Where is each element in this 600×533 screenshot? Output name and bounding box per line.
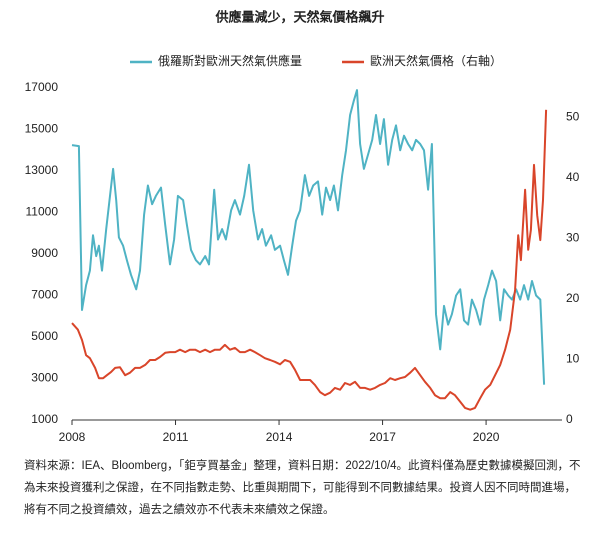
x-tick-label: 2011 — [163, 430, 189, 444]
y-tick-label: 5000 — [31, 329, 58, 343]
chart-title: 供應量減少，天然氣價格飆升 — [214, 9, 384, 24]
y2-tick-label: 20 — [566, 291, 580, 305]
y-tick-label: 1000 — [31, 412, 58, 426]
series-line — [71, 109, 548, 411]
x-tick-label: 2008 — [59, 430, 86, 444]
y2-tick-label: 0 — [566, 412, 573, 426]
x-tick-label: 2020 — [473, 430, 500, 444]
y-tick-label: 11000 — [26, 205, 59, 219]
legend-label: 俄羅斯對歐洲天然氣供應量 — [158, 53, 302, 68]
y2-tick-label: 30 — [566, 230, 580, 244]
y-tick-label: 15000 — [25, 122, 59, 136]
y-tick-label: 3000 — [31, 371, 58, 385]
x-tick-label: 2014 — [266, 430, 293, 444]
y-tick-label: 7000 — [31, 288, 58, 302]
chart: 供應量減少，天然氣價格飆升 1000 3000 5000 7000 9000 11000 1… — [25, 9, 580, 444]
x-tick-label: 2017 — [369, 430, 396, 444]
y-tick-label: 9000 — [31, 246, 58, 260]
legend-label: 歐洲天然氣價格（右軸） — [370, 53, 502, 68]
y2-tick-label: 50 — [566, 109, 580, 123]
series-line — [71, 89, 546, 385]
y-tick-label: 13000 — [25, 163, 59, 177]
y2-tick-label: 40 — [566, 170, 580, 184]
y-tick-label: 17000 — [25, 80, 59, 94]
y2-tick-label: 10 — [566, 352, 580, 366]
footnote: 資料來源：IEA、Bloomberg，「鉅亨買基金」整理，資料日期：2022/1… — [24, 460, 581, 516]
